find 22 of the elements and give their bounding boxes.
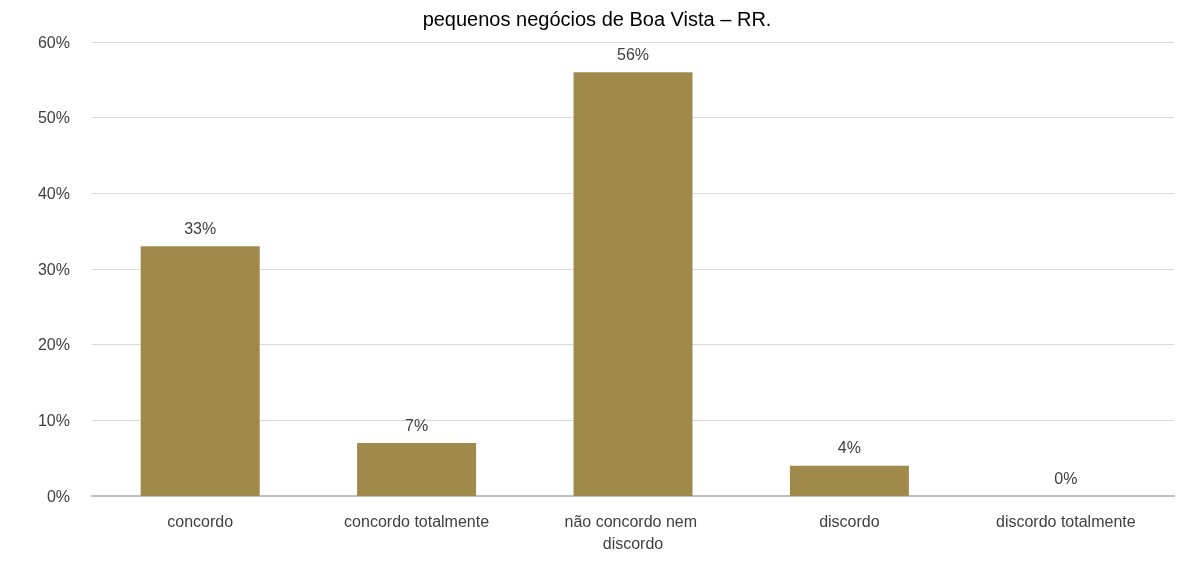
y-tick-label: 40% bbox=[37, 184, 70, 202]
x-tick-label: discordo bbox=[819, 512, 880, 530]
x-tick-label: concordo bbox=[167, 512, 234, 530]
bar bbox=[357, 443, 477, 496]
chart-title: pequenos negócios de Boa Vista – RR. bbox=[422, 8, 772, 30]
data-label: 0% bbox=[1054, 469, 1078, 487]
bar bbox=[573, 72, 693, 496]
y-tick-label: 20% bbox=[37, 336, 70, 354]
x-tick-label: discordo totalmente bbox=[995, 512, 1136, 530]
y-tick-label: 10% bbox=[37, 411, 70, 429]
x-tick-label: não concordo nem discordo bbox=[564, 512, 702, 552]
bar bbox=[140, 246, 260, 496]
bar bbox=[789, 465, 909, 496]
y-tick-label: 30% bbox=[37, 260, 70, 278]
data-label: 4% bbox=[837, 439, 861, 457]
data-label: 56% bbox=[616, 45, 650, 63]
y-tick-label: 50% bbox=[37, 109, 70, 127]
data-label: 33% bbox=[184, 219, 217, 237]
x-tick-label: concordo totalmente bbox=[344, 512, 490, 530]
data-label: 7% bbox=[405, 416, 429, 434]
y-tick-label: 60% bbox=[37, 33, 70, 51]
y-tick-label: 0% bbox=[46, 487, 70, 505]
